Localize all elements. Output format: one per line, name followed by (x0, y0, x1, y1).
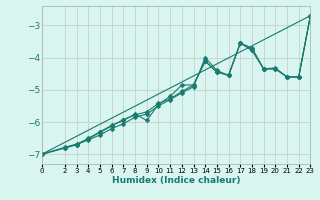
X-axis label: Humidex (Indice chaleur): Humidex (Indice chaleur) (112, 176, 240, 185)
